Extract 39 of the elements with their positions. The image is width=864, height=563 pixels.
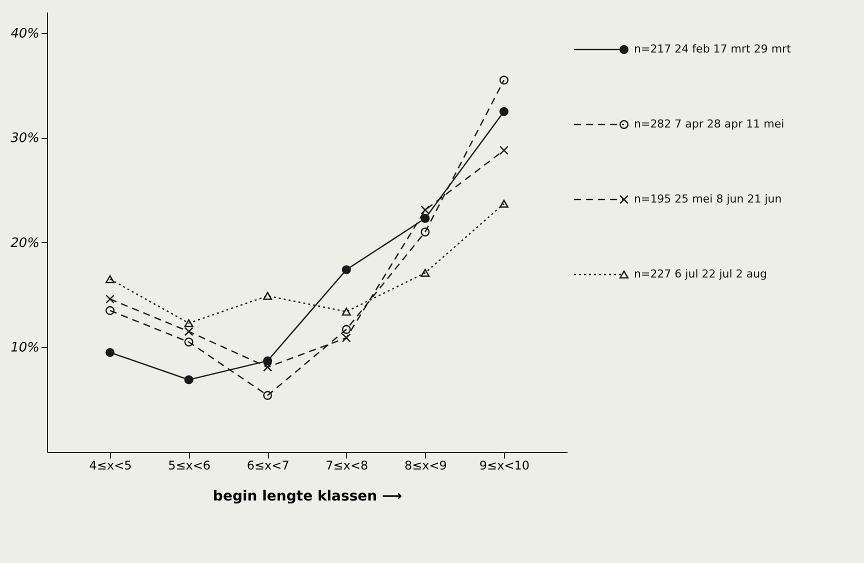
legend-label: n=282 7 apr 28 apr 11 mei [634, 118, 784, 130]
x-tick-label: 8≤x<9 [404, 458, 447, 472]
legend-label: n=195 25 mei 8 jun 21 jun [634, 192, 782, 206]
legend-label: n=227 6 jul 22 jul 2 aug [634, 268, 768, 280]
point [420, 205, 430, 215]
point [184, 327, 194, 336]
legend-label: n=217 24 feb 17 mrt 29 mrt [634, 42, 792, 56]
point [499, 107, 508, 116]
y-tick-label: 40% [10, 26, 40, 42]
point [420, 227, 430, 237]
point [106, 294, 115, 304]
x-tick-label: 9≤x<10 [479, 458, 530, 472]
point [184, 375, 194, 384]
point [499, 76, 508, 85]
point [342, 324, 351, 334]
point [499, 200, 508, 208]
point [263, 356, 272, 366]
point [342, 265, 351, 274]
x-tick-label: 5≤x<6 [168, 458, 211, 472]
point [106, 306, 115, 316]
point [342, 333, 351, 342]
point [499, 146, 508, 155]
x-tick-label: 7≤x<8 [326, 458, 368, 472]
point [106, 348, 115, 357]
point [184, 319, 194, 328]
point [420, 268, 430, 277]
point [106, 275, 115, 284]
point [342, 308, 351, 316]
x-tick-label: 6≤x<7 [246, 458, 290, 472]
point [420, 214, 430, 223]
point [263, 292, 272, 300]
x-axis-title: begin lengte klassen ⟶ [212, 488, 402, 504]
y-tick-label: 10% [10, 340, 40, 356]
point [184, 337, 194, 347]
x-tick-label: 4≤x<5 [89, 458, 132, 472]
y-tick-label: 20% [10, 236, 40, 251]
y-tick-label: 30% [10, 131, 40, 146]
point [263, 390, 272, 400]
point [263, 362, 272, 372]
